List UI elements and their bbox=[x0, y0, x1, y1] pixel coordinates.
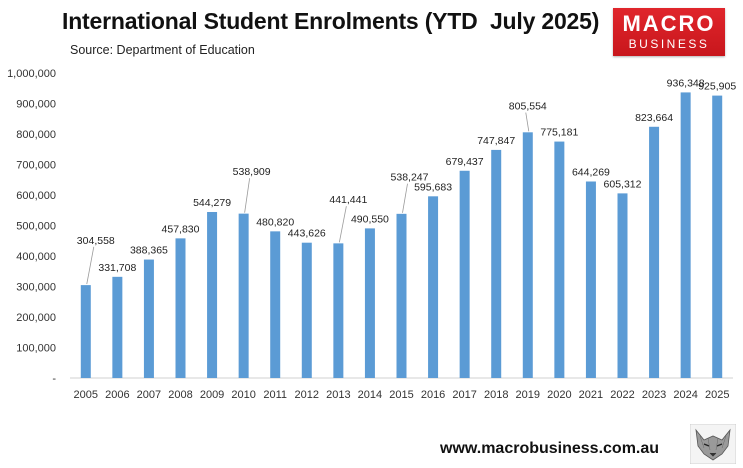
bar-2010 bbox=[238, 213, 249, 378]
data-label-2024: 936,348 bbox=[667, 77, 705, 89]
x-tick-label: 2006 bbox=[105, 389, 129, 401]
logo-text-macro: MACRO bbox=[622, 11, 716, 36]
data-label-2019: 805,554 bbox=[509, 101, 547, 113]
x-tick-label: 2014 bbox=[358, 389, 382, 401]
data-label-2014: 490,550 bbox=[351, 213, 389, 225]
y-tick-label: 800,000 bbox=[16, 129, 56, 141]
bar-2012 bbox=[301, 242, 312, 378]
x-tick-label: 2010 bbox=[231, 389, 255, 401]
chart-subtitle: Source: Department of Education bbox=[70, 43, 255, 57]
bar-2008 bbox=[175, 238, 186, 378]
x-tick-label: 2021 bbox=[579, 389, 603, 401]
y-tick-label: 200,000 bbox=[16, 312, 56, 324]
data-label-2017: 679,437 bbox=[446, 156, 484, 168]
x-tick-label: 2023 bbox=[642, 389, 666, 401]
bar-2006 bbox=[112, 276, 123, 378]
y-tick-label: 500,000 bbox=[16, 221, 56, 233]
bar-chart: - 100,000 200,000 300,000 400,000 500,000 600,… bbox=[7, 68, 736, 401]
data-label-2022: 605,312 bbox=[604, 178, 642, 190]
x-tick-label: 2007 bbox=[137, 389, 161, 401]
data-label-leader bbox=[525, 112, 530, 132]
x-tick-label: 2016 bbox=[421, 389, 445, 401]
data-label-2015: 538,247 bbox=[391, 172, 429, 184]
data-label-leader bbox=[244, 178, 251, 213]
footer-url: www.macrobusiness.com.au bbox=[440, 440, 660, 457]
data-label-leader bbox=[86, 246, 95, 285]
x-tick-label: 2005 bbox=[74, 389, 98, 401]
wolf-icon bbox=[690, 424, 736, 464]
data-label-2021: 644,269 bbox=[572, 166, 610, 178]
data-label-leader bbox=[402, 183, 408, 213]
data-label-2010: 538,909 bbox=[233, 166, 271, 178]
bar-2007 bbox=[143, 259, 154, 378]
x-tick-label: 2008 bbox=[168, 389, 192, 401]
logo-text-business: BUSINESS bbox=[628, 37, 710, 51]
data-label-2005: 304,558 bbox=[77, 235, 115, 247]
x-tick-label: 2017 bbox=[452, 389, 476, 401]
data-label-2020: 775,181 bbox=[540, 127, 578, 139]
data-label-2006: 331,708 bbox=[98, 262, 136, 274]
bar-2009 bbox=[207, 211, 218, 378]
x-tick-label: 2015 bbox=[389, 389, 413, 401]
x-tick-label: 2018 bbox=[484, 389, 508, 401]
data-label-2018: 747,847 bbox=[477, 135, 515, 147]
data-label-2009: 544,279 bbox=[193, 197, 231, 209]
data-label-2011: 480,820 bbox=[256, 216, 294, 228]
y-tick-label: - bbox=[52, 373, 56, 385]
bar-2005 bbox=[80, 285, 91, 378]
bar-2018 bbox=[491, 149, 502, 378]
bar-2014 bbox=[364, 228, 375, 378]
bar-2017 bbox=[459, 170, 470, 378]
macrobusiness-logo: MACRO BUSINESS bbox=[613, 8, 725, 56]
chart-title: International Student Enrolments (YTD Ju… bbox=[62, 8, 600, 34]
bar-2025 bbox=[712, 95, 723, 379]
y-tick-label: 900,000 bbox=[16, 99, 56, 111]
bar-2020 bbox=[554, 141, 565, 378]
data-label-2013: 441,441 bbox=[329, 194, 367, 206]
bar-2022 bbox=[617, 193, 628, 378]
x-tick-label: 2022 bbox=[610, 389, 634, 401]
data-label-2007: 388,365 bbox=[130, 245, 168, 257]
bar-2023 bbox=[649, 126, 660, 379]
x-tick-label: 2011 bbox=[263, 389, 287, 401]
bar-2016 bbox=[428, 196, 439, 378]
bar-2021 bbox=[585, 181, 596, 378]
bar-2024 bbox=[680, 92, 691, 378]
y-tick-label: 300,000 bbox=[16, 282, 56, 294]
x-tick-label: 2020 bbox=[547, 389, 571, 401]
bar-2015 bbox=[396, 213, 407, 378]
x-tick-label: 2024 bbox=[673, 389, 697, 401]
bar-2013 bbox=[333, 243, 344, 378]
x-tick-label: 2009 bbox=[200, 389, 224, 401]
data-label-2012: 443,626 bbox=[288, 228, 326, 240]
data-label-2008: 457,830 bbox=[162, 223, 200, 235]
x-tick-label: 2012 bbox=[295, 389, 319, 401]
data-label-leader bbox=[338, 206, 347, 243]
data-label-2025: 925,905 bbox=[698, 81, 736, 93]
y-tick-label: 100,000 bbox=[16, 343, 56, 355]
y-tick-label: 600,000 bbox=[16, 190, 56, 202]
y-tick-label: 700,000 bbox=[16, 160, 56, 172]
x-tick-label: 2013 bbox=[326, 389, 350, 401]
data-label-2023: 823,664 bbox=[635, 112, 673, 124]
bar-2019 bbox=[522, 132, 533, 378]
y-tick-label: 400,000 bbox=[16, 251, 56, 263]
y-tick-label: 1,000,000 bbox=[7, 68, 56, 80]
data-label-2016: 595,683 bbox=[414, 181, 452, 193]
x-tick-label: 2019 bbox=[516, 389, 540, 401]
bar-2011 bbox=[270, 231, 281, 378]
x-tick-label: 2025 bbox=[705, 389, 729, 401]
